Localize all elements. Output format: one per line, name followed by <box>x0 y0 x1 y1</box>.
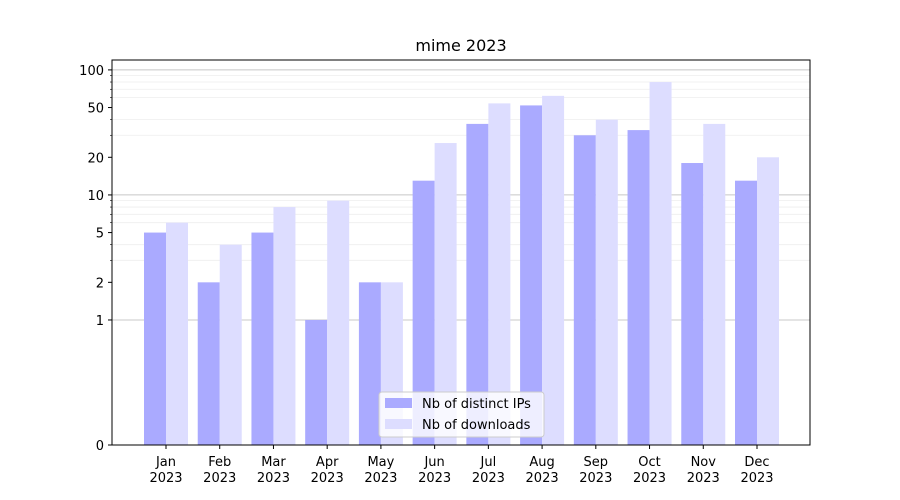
bar-distinct-ips-apr <box>305 319 328 445</box>
x-tick-label-month: Aug <box>529 455 554 470</box>
bar-distinct-ips-jan <box>144 232 166 445</box>
bar-distinct-ips-nov <box>681 163 704 445</box>
legend-label-distinct-ips: Nb of distinct IPs <box>422 397 531 412</box>
x-tick-label-year: 2023 <box>311 471 344 486</box>
x-tick-label-month: Oct <box>638 455 660 470</box>
x-axis: Jan2023Feb2023Mar2023Apr2023May2023Jun20… <box>149 445 774 486</box>
bar-distinct-ips-jun <box>412 180 435 445</box>
x-tick-label-year: 2023 <box>633 471 666 486</box>
legend-box <box>378 391 545 438</box>
bar-downloads-dec <box>757 157 779 445</box>
legend: Nb of distinct IPs Nb of downloads <box>378 391 545 438</box>
x-tick-label-year: 2023 <box>203 471 236 486</box>
x-tick-label-month: Dec <box>744 455 769 470</box>
x-tick-label-month: Jun <box>423 455 444 470</box>
y-tick-label: 1 <box>96 314 104 329</box>
y-axis: 0 1 2 5 10 20 50 100 <box>79 64 112 454</box>
bars <box>144 82 779 446</box>
y-tick-label: 100 <box>79 64 104 79</box>
legend-label-downloads: Nb of downloads <box>422 418 531 433</box>
x-tick-label-month: Mar <box>261 455 286 470</box>
x-tick-label-month: Nov <box>691 455 717 470</box>
x-tick-label-year: 2023 <box>257 471 290 486</box>
bar-downloads-jul <box>488 103 511 446</box>
legend-swatch-distinct-ips <box>385 398 412 408</box>
x-tick-label-year: 2023 <box>687 471 720 486</box>
plot-frame <box>111 59 811 446</box>
bar-distinct-ips-mar <box>251 232 274 445</box>
x-tick-label-year: 2023 <box>740 471 773 486</box>
x-tick-label-month: May <box>367 455 394 470</box>
bar-downloads-jun <box>434 143 457 445</box>
chart-title: mime 2023 <box>415 36 506 55</box>
x-tick-label-month: Jul <box>480 455 497 470</box>
y-tick-label: 50 <box>87 102 104 117</box>
bar-distinct-ips-feb <box>197 282 220 445</box>
bar-distinct-ips-dec <box>735 180 757 445</box>
bar-distinct-ips-jul <box>466 123 489 445</box>
x-tick-label-year: 2023 <box>364 471 397 486</box>
bar-downloads-mar <box>273 207 296 445</box>
x-tick-label-year: 2023 <box>579 471 612 486</box>
bar-distinct-ips-may <box>358 282 381 445</box>
y-tick-label: 20 <box>87 151 104 166</box>
x-tick-label-year: 2023 <box>526 471 559 486</box>
bar-downloads-aug <box>542 95 565 446</box>
bar-distinct-ips-oct <box>627 130 650 445</box>
y-tick-label: 10 <box>87 189 104 204</box>
bar-downloads-jan <box>166 222 188 445</box>
x-tick-label-month: Apr <box>316 455 339 470</box>
bar-downloads-nov <box>703 123 726 445</box>
x-tick-label-year: 2023 <box>418 471 451 486</box>
y-tick-label: 2 <box>96 276 104 291</box>
bar-distinct-ips-sep <box>573 135 596 445</box>
x-tick-label-year: 2023 <box>149 471 182 486</box>
bar-downloads-sep <box>595 119 618 446</box>
bar-downloads-oct <box>649 82 672 445</box>
legend-swatch-downloads <box>385 419 412 429</box>
x-tick-label-month: Feb <box>208 455 231 470</box>
bar-downloads-apr <box>327 200 350 445</box>
y-tick-label: 5 <box>96 227 104 242</box>
x-tick-label-month: Sep <box>584 455 609 470</box>
x-tick-label-year: 2023 <box>472 471 505 486</box>
bar-distinct-ips-aug <box>520 105 543 446</box>
x-tick-label-month: Jan <box>155 455 176 470</box>
bar-downloads-feb <box>219 244 242 445</box>
y-tick-label: 0 <box>96 439 104 454</box>
